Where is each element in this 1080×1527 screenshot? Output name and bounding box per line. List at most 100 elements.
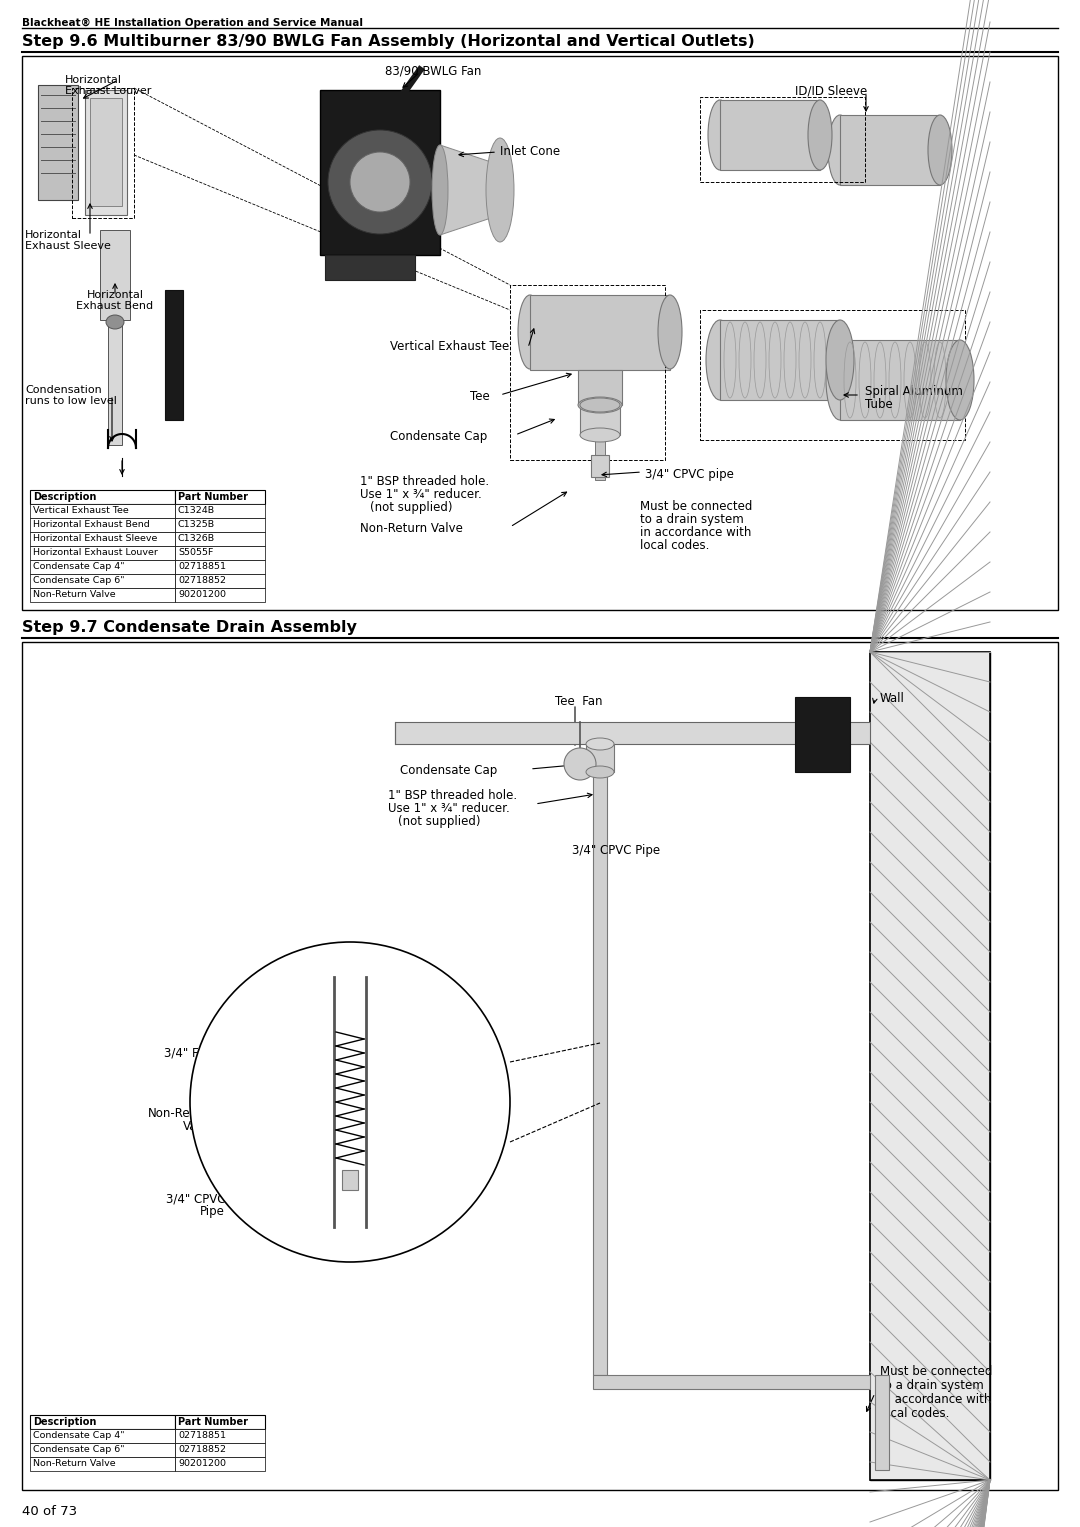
Bar (85, 90, 127, 215)
Polygon shape (440, 145, 500, 235)
Bar (720, 99, 820, 169)
Bar (165, 290, 183, 420)
Text: C1326B: C1326B (178, 534, 215, 544)
Text: 02718852: 02718852 (178, 576, 226, 585)
Text: Non-Return: Non-Return (148, 1107, 215, 1119)
Bar (320, 90, 440, 255)
Text: Tee: Tee (470, 389, 489, 403)
Bar (840, 115, 940, 185)
Text: 02718852: 02718852 (178, 1445, 226, 1454)
Ellipse shape (106, 315, 124, 328)
Bar (840, 341, 960, 420)
Bar (30, 490, 175, 504)
Bar (795, 696, 850, 773)
Text: Part Number: Part Number (178, 1417, 248, 1428)
Text: Part Number: Part Number (178, 492, 248, 502)
Text: Non-Return Valve: Non-Return Valve (33, 589, 116, 599)
Bar (100, 231, 130, 321)
Text: Horizontal Exhaust Bend: Horizontal Exhaust Bend (33, 521, 150, 528)
Bar (395, 722, 870, 744)
Text: Step 9.6 Multiburner 83/90 BWLG Fan Assembly (Horizontal and Vertical Outlets): Step 9.6 Multiburner 83/90 BWLG Fan Asse… (22, 34, 755, 49)
Ellipse shape (708, 99, 732, 169)
Ellipse shape (580, 399, 620, 412)
Text: 3/4" Female: 3/4" Female (164, 1048, 235, 1060)
Text: Condensate Cap: Condensate Cap (400, 764, 497, 777)
Text: C1324B: C1324B (178, 505, 215, 515)
Text: Vertical Exhaust Tee: Vertical Exhaust Tee (390, 341, 510, 353)
Ellipse shape (432, 145, 448, 235)
Text: S5055F: S5055F (178, 548, 214, 557)
Text: 1" BSP threaded hole.: 1" BSP threaded hole. (388, 789, 517, 802)
Bar (875, 1374, 889, 1471)
Text: Tee  Fan: Tee Fan (555, 695, 603, 709)
Bar (580, 405, 620, 435)
Circle shape (350, 153, 410, 212)
Circle shape (564, 748, 596, 780)
Bar (870, 652, 990, 1480)
Text: Step 9.7 Condensate Drain Assembly: Step 9.7 Condensate Drain Assembly (22, 620, 356, 635)
Text: Condensate Cap 6": Condensate Cap 6" (33, 1445, 124, 1454)
Text: Horizontal Exhaust Sleeve: Horizontal Exhaust Sleeve (33, 534, 158, 544)
Text: Use 1" x ¾" reducer.: Use 1" x ¾" reducer. (388, 802, 510, 815)
Bar (108, 325, 122, 444)
Text: Vertical Exhaust Tee: Vertical Exhaust Tee (33, 505, 129, 515)
Text: Non-Return Valve: Non-Return Valve (360, 522, 463, 534)
Bar (175, 1416, 265, 1429)
Bar (591, 455, 609, 476)
Bar (30, 531, 175, 547)
Text: to a drain system: to a drain system (880, 1379, 984, 1393)
Ellipse shape (586, 738, 615, 750)
Bar (342, 1170, 357, 1190)
Text: 90201200: 90201200 (178, 589, 226, 599)
Text: Horizontal: Horizontal (65, 75, 122, 86)
Bar (510, 286, 665, 460)
Ellipse shape (828, 115, 852, 185)
Text: Pipe: Pipe (200, 1205, 225, 1219)
Text: Exhaust Bend: Exhaust Bend (77, 301, 153, 312)
Text: (not supplied): (not supplied) (370, 501, 453, 515)
Text: 90201200: 90201200 (178, 1458, 226, 1467)
Ellipse shape (946, 341, 974, 420)
Text: 3/4" CPVC Pipe: 3/4" CPVC Pipe (572, 844, 660, 857)
Ellipse shape (658, 295, 681, 370)
Text: Non-Return Valve: Non-Return Valve (33, 1458, 116, 1467)
Text: local codes.: local codes. (640, 539, 710, 551)
Bar (700, 310, 966, 440)
Ellipse shape (580, 428, 620, 441)
Bar (175, 574, 265, 588)
Bar (30, 518, 175, 531)
Ellipse shape (518, 295, 542, 370)
Bar (593, 773, 607, 1374)
Bar (175, 560, 265, 574)
Text: 02718851: 02718851 (178, 562, 226, 571)
Bar (530, 295, 670, 370)
Text: local codes.: local codes. (880, 1406, 949, 1420)
Text: to a drain system: to a drain system (640, 513, 744, 525)
Ellipse shape (808, 99, 832, 169)
Bar (22, 641, 1058, 1490)
Ellipse shape (826, 341, 854, 420)
Bar (30, 1443, 175, 1457)
Bar (22, 56, 1058, 609)
Text: 83/90 BWLG Fan: 83/90 BWLG Fan (384, 64, 482, 76)
Ellipse shape (486, 137, 514, 241)
Text: Description: Description (33, 492, 96, 502)
Text: Condensate Cap: Condensate Cap (390, 431, 487, 443)
Text: 02718851: 02718851 (178, 1431, 226, 1440)
Bar (595, 435, 605, 479)
Text: 1" BSP threaded hole.: 1" BSP threaded hole. (360, 475, 489, 489)
Bar (578, 370, 622, 405)
Text: 3/4" CPVC: 3/4" CPVC (165, 1193, 225, 1205)
Bar (593, 1374, 870, 1390)
Ellipse shape (586, 767, 615, 777)
Bar (586, 744, 615, 773)
Text: Horizontal: Horizontal (86, 290, 144, 299)
Bar (175, 1429, 265, 1443)
Text: Blackheat® HE Installation Operation and Service Manual: Blackheat® HE Installation Operation and… (22, 18, 363, 27)
Bar (175, 1443, 265, 1457)
Bar (325, 255, 415, 279)
Bar (175, 518, 265, 531)
Bar (30, 1457, 175, 1471)
Bar (175, 588, 265, 602)
Bar (30, 1429, 175, 1443)
